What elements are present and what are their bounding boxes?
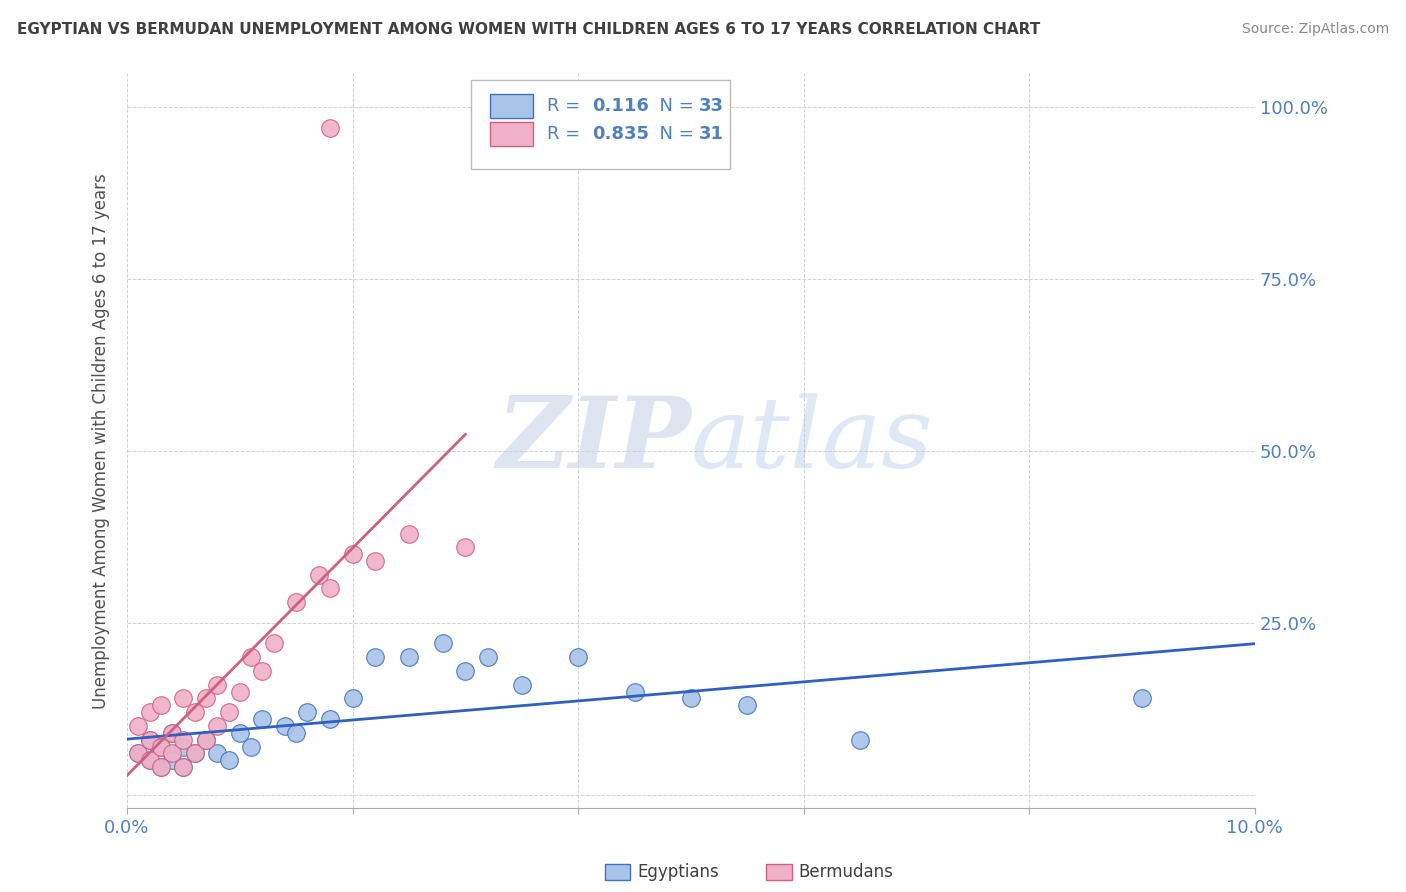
Point xyxy=(229,726,252,740)
Text: 33: 33 xyxy=(699,97,724,115)
Point xyxy=(205,747,228,761)
Point xyxy=(183,705,205,719)
FancyBboxPatch shape xyxy=(491,122,533,145)
Point xyxy=(319,120,342,135)
Text: R =: R = xyxy=(547,97,585,115)
Point xyxy=(567,650,589,665)
Point xyxy=(297,705,319,719)
Point xyxy=(127,747,149,761)
Point xyxy=(183,747,205,761)
Point xyxy=(127,719,149,733)
Text: Source: ZipAtlas.com: Source: ZipAtlas.com xyxy=(1241,22,1389,37)
FancyBboxPatch shape xyxy=(491,95,533,118)
Point xyxy=(172,760,194,774)
Point xyxy=(138,732,160,747)
Point xyxy=(398,526,420,541)
Point xyxy=(160,747,183,761)
Point xyxy=(218,705,240,719)
Text: N =: N = xyxy=(648,97,700,115)
Point xyxy=(679,691,702,706)
Point xyxy=(737,698,759,713)
Point xyxy=(252,712,274,726)
Point xyxy=(138,732,160,747)
Point xyxy=(623,684,645,698)
Text: ZIP: ZIP xyxy=(496,392,690,489)
Point xyxy=(194,691,217,706)
Point xyxy=(285,726,308,740)
Point xyxy=(849,732,872,747)
Point xyxy=(172,691,194,706)
Point xyxy=(454,664,477,678)
Point xyxy=(477,650,499,665)
Point xyxy=(319,712,342,726)
Point xyxy=(263,636,285,650)
Point xyxy=(160,753,183,767)
Point xyxy=(194,732,217,747)
Point xyxy=(252,664,274,678)
Point xyxy=(1130,691,1153,706)
Point xyxy=(160,726,183,740)
Point xyxy=(172,760,194,774)
Point xyxy=(240,650,263,665)
Point xyxy=(172,732,194,747)
Point xyxy=(205,678,228,692)
Point xyxy=(240,739,263,754)
Point xyxy=(342,691,364,706)
Point xyxy=(364,650,387,665)
Text: Egyptians: Egyptians xyxy=(637,863,718,881)
Point xyxy=(160,726,183,740)
Point xyxy=(127,747,149,761)
Point xyxy=(432,636,454,650)
Y-axis label: Unemployment Among Women with Children Ages 6 to 17 years: Unemployment Among Women with Children A… xyxy=(93,173,110,708)
Point xyxy=(183,747,205,761)
Point xyxy=(454,541,477,555)
Point xyxy=(149,739,172,754)
FancyBboxPatch shape xyxy=(471,80,730,169)
Point xyxy=(510,678,533,692)
Point xyxy=(138,705,160,719)
Text: atlas: atlas xyxy=(690,393,934,488)
Point xyxy=(194,732,217,747)
Point xyxy=(218,753,240,767)
Point xyxy=(364,554,387,568)
Text: 0.116: 0.116 xyxy=(592,97,648,115)
Point xyxy=(149,739,172,754)
Point xyxy=(229,684,252,698)
Point xyxy=(138,753,160,767)
Text: 31: 31 xyxy=(699,125,724,143)
Point xyxy=(308,567,330,582)
Point xyxy=(149,760,172,774)
Text: N =: N = xyxy=(648,125,700,143)
Point xyxy=(205,719,228,733)
Point xyxy=(149,698,172,713)
Point xyxy=(342,547,364,561)
Point xyxy=(172,739,194,754)
Text: R =: R = xyxy=(547,125,585,143)
Text: Bermudans: Bermudans xyxy=(799,863,893,881)
Point xyxy=(319,582,342,596)
Point xyxy=(398,650,420,665)
Text: 0.835: 0.835 xyxy=(592,125,648,143)
Text: EGYPTIAN VS BERMUDAN UNEMPLOYMENT AMONG WOMEN WITH CHILDREN AGES 6 TO 17 YEARS C: EGYPTIAN VS BERMUDAN UNEMPLOYMENT AMONG … xyxy=(17,22,1040,37)
Point xyxy=(285,595,308,609)
Point xyxy=(274,719,297,733)
Point xyxy=(138,753,160,767)
Point xyxy=(149,760,172,774)
